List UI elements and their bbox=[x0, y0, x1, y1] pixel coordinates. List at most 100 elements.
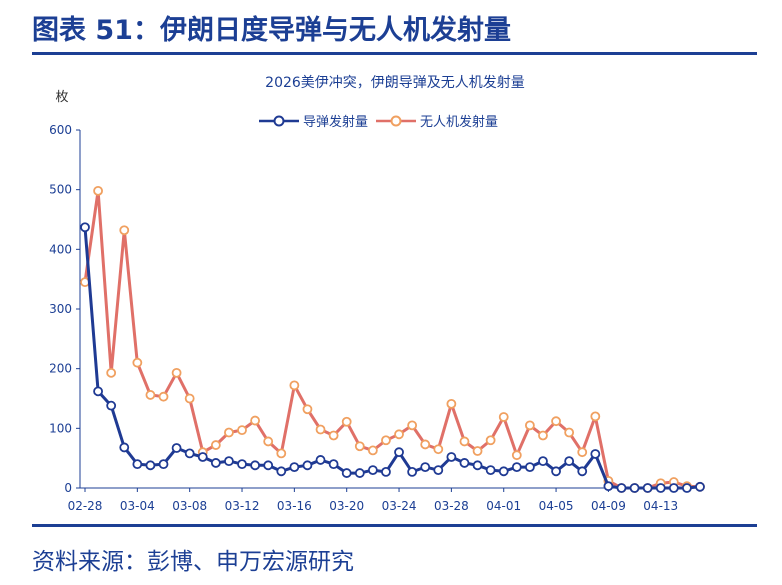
data-point-drone bbox=[302, 404, 313, 415]
data-point-missile bbox=[655, 483, 666, 493]
data-point-missile bbox=[472, 460, 483, 471]
data-point-missile bbox=[289, 462, 300, 473]
data-point-missile bbox=[263, 460, 274, 471]
data-point-drone bbox=[132, 357, 143, 368]
x-tick-label: 04-13 bbox=[643, 499, 678, 513]
data-point-missile bbox=[132, 459, 143, 470]
data-point-missile bbox=[250, 460, 261, 471]
data-point-drone bbox=[577, 447, 588, 458]
legend-drone-marker bbox=[390, 115, 402, 127]
data-point-missile bbox=[668, 483, 679, 493]
data-point-drone bbox=[511, 450, 522, 461]
data-point-drone bbox=[171, 367, 182, 378]
data-point-drone bbox=[289, 380, 300, 391]
footer-rule bbox=[32, 524, 757, 527]
chart-title: 2026美伊冲突，伊朗导弹及无人机发射量 bbox=[265, 75, 525, 91]
legend: 导弹发射量 无人机发射量 bbox=[259, 114, 498, 130]
data-point-missile bbox=[459, 458, 470, 468]
data-point-drone bbox=[459, 436, 470, 447]
source-note: 资料来源：彭博、申万宏源研究 bbox=[32, 549, 354, 575]
x-tick-label: 03-28 bbox=[434, 499, 469, 513]
x-tick-label: 03-04 bbox=[120, 499, 155, 513]
data-point-missile bbox=[629, 483, 640, 493]
x-tick-label: 04-09 bbox=[591, 499, 626, 513]
data-point-drone bbox=[237, 425, 247, 436]
title-rule bbox=[32, 52, 757, 55]
data-point-drone bbox=[551, 416, 561, 427]
data-point-drone bbox=[381, 435, 391, 446]
x-tick-label: 03-16 bbox=[277, 499, 312, 513]
data-point-drone bbox=[524, 420, 535, 431]
data-point-drone bbox=[472, 446, 483, 456]
data-point-drone bbox=[106, 367, 117, 378]
data-point-missile bbox=[590, 449, 601, 459]
data-point-missile bbox=[642, 483, 653, 493]
data-point-missile bbox=[237, 459, 247, 470]
data-point-missile bbox=[210, 458, 221, 468]
data-point-missile bbox=[354, 468, 365, 478]
data-point-drone bbox=[498, 412, 509, 422]
data-point-drone bbox=[145, 390, 156, 400]
x-tick-label: 03-08 bbox=[172, 499, 207, 513]
data-point-drone bbox=[224, 427, 234, 438]
data-point-drone bbox=[485, 435, 496, 446]
data-point-missile bbox=[538, 456, 548, 467]
x-tick-label: 03-12 bbox=[225, 499, 260, 513]
data-point-drone bbox=[263, 436, 274, 447]
y-tick-label: 600 bbox=[49, 123, 72, 137]
data-point-drone bbox=[315, 424, 326, 435]
data-point-drone bbox=[564, 427, 575, 438]
data-point-missile bbox=[551, 466, 561, 477]
data-point-missile bbox=[341, 468, 352, 478]
legend-missile-label: 导弹发射量 bbox=[303, 114, 368, 130]
y-tick-label: 400 bbox=[49, 242, 72, 256]
data-point-missile bbox=[93, 386, 103, 397]
data-point-missile bbox=[420, 462, 431, 473]
x-tick-label: 04-05 bbox=[539, 499, 574, 513]
data-point-missile bbox=[603, 481, 614, 492]
data-point-missile bbox=[381, 466, 391, 477]
x-tick-label: 03-20 bbox=[329, 499, 364, 513]
data-point-drone bbox=[446, 398, 457, 409]
x-tick-label: 03-24 bbox=[382, 499, 417, 513]
x-tick-label: 04-01 bbox=[486, 499, 521, 513]
data-point-missile bbox=[577, 466, 588, 477]
y-axis-unit: 枚 bbox=[55, 90, 68, 105]
data-point-drone bbox=[354, 441, 365, 452]
data-point-missile bbox=[564, 456, 575, 467]
data-point-missile bbox=[328, 459, 339, 470]
data-point-missile bbox=[106, 400, 117, 411]
data-point-missile bbox=[315, 455, 326, 465]
data-point-missile bbox=[394, 447, 404, 458]
data-point-drone bbox=[394, 429, 404, 440]
data-point-drone bbox=[184, 393, 195, 404]
y-tick-label: 0 bbox=[64, 481, 72, 495]
data-point-missile bbox=[367, 465, 378, 476]
data-point-missile bbox=[485, 465, 496, 476]
data-point-drone bbox=[433, 444, 444, 455]
y-tick-label: 300 bbox=[49, 302, 72, 316]
data-point-missile bbox=[616, 483, 627, 493]
data-point-drone bbox=[119, 225, 130, 236]
data-point-missile bbox=[80, 222, 90, 233]
y-tick-label: 500 bbox=[49, 183, 72, 197]
data-point-missile bbox=[302, 460, 313, 471]
data-point-missile bbox=[695, 481, 705, 492]
data-point-missile bbox=[407, 466, 418, 477]
data-point-missile bbox=[524, 462, 535, 473]
data-point-drone bbox=[93, 185, 103, 196]
data-point-drone bbox=[210, 440, 221, 450]
data-point-missile bbox=[511, 462, 522, 473]
y-tick-label: 200 bbox=[49, 362, 72, 376]
legend-missile-marker bbox=[273, 115, 285, 127]
data-point-missile bbox=[158, 459, 169, 470]
data-point-drone bbox=[420, 439, 431, 450]
data-point-drone bbox=[367, 445, 378, 456]
y-tick-label: 100 bbox=[49, 421, 72, 435]
figure-title: 图表 51：伊朗日度导弹与无人机发射量 bbox=[32, 15, 511, 46]
data-point-missile bbox=[446, 452, 457, 462]
data-point-drone bbox=[407, 420, 418, 431]
data-point-missile bbox=[119, 442, 130, 453]
data-point-drone bbox=[538, 430, 548, 441]
